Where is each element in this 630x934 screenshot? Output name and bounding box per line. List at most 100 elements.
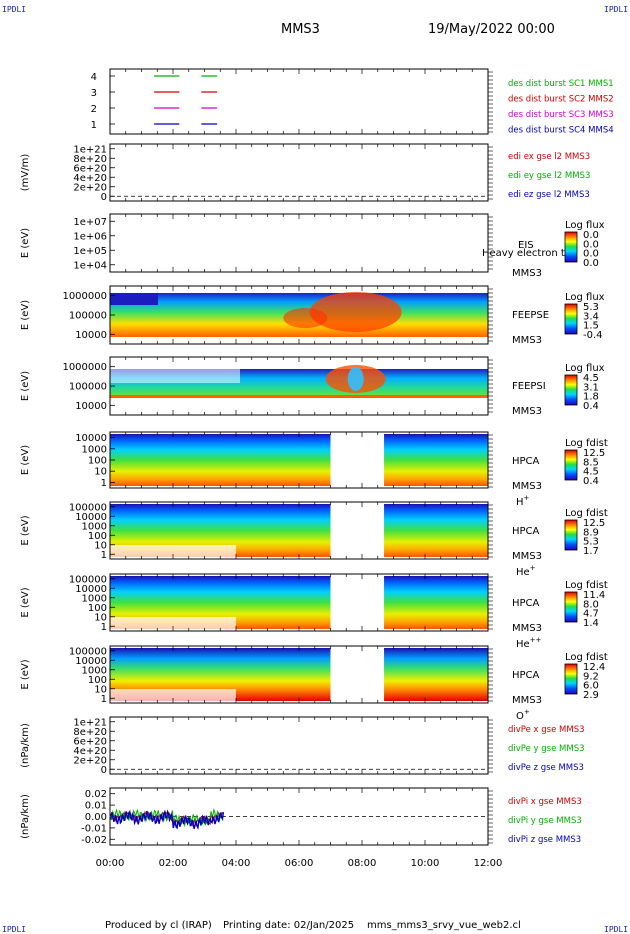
divpe-ytick-label: 0 <box>101 765 107 776</box>
divpe-frame <box>109 716 489 775</box>
hpca_hepp-ylabel: E (eV) <box>20 587 31 617</box>
divpi-z-series <box>109 809 225 831</box>
feepsi-sparse-region <box>110 363 240 383</box>
divpe-ytick-label: 2e+20 <box>73 755 107 766</box>
hpca_o-species-label: O+ <box>516 708 530 722</box>
hpca_hepp-species-label: He++ <box>516 636 542 650</box>
feepse-colorbar-tick: 1.5 <box>583 321 599 332</box>
feepsi-colorbar-tick: 3.1 <box>583 382 599 393</box>
hpca_he-colorbar-tick: 1.7 <box>583 546 599 557</box>
burst-legend-4: des dist burst SC4 MMS4 <box>508 126 614 136</box>
footer-produced-by: Produced by cl (IRAP) <box>105 920 212 931</box>
hpca_h-ytick-label: 10 <box>94 467 107 478</box>
edi-legend-2: edi ey gse l2 MMS3 <box>508 171 590 181</box>
eis-instrument-label: EIS <box>518 240 534 251</box>
hpca_he-spectrogram-post-gap <box>384 504 488 557</box>
divpi-ytick-label: 0.00 <box>85 812 107 823</box>
hpca_o-colorbar-tick: 12.4 <box>583 662 605 673</box>
divpe-ytick-label: 4e+20 <box>73 746 107 757</box>
x-tick-label: 08:00 <box>348 858 377 869</box>
hpca_h-colorbar-tick: 8.5 <box>583 457 599 468</box>
hpca_hepp-colorbar-tick: 11.4 <box>583 590 605 601</box>
hpca_h-ytick-label: 1 <box>101 478 107 489</box>
eis-ytick-label: 1e+06 <box>73 231 107 242</box>
hpca_hepp-ytick-label: 10000 <box>75 584 107 595</box>
divpe-ytick-label: 6e+20 <box>73 736 107 747</box>
hpca_h-colorbar-tick: 12.5 <box>583 448 605 459</box>
hpca_he-ytick-label: 100000 <box>69 502 107 513</box>
burst-legend-2: des dist burst SC2 MMS2 <box>508 95 614 105</box>
burst-ytick-label: 1 <box>91 120 97 131</box>
eis-spacecraft-label: MMS3 <box>512 268 542 279</box>
eis-ytick-label: 1e+05 <box>73 246 107 257</box>
edi-frame <box>109 143 489 202</box>
hpca_hepp-instrument-label: HPCA <box>512 598 540 609</box>
corner-label-bottom-right: IPDLI <box>604 925 629 934</box>
hpca_he-spacecraft-label: MMS3 <box>512 551 542 562</box>
edi-ytick-label: 2e+20 <box>73 182 107 193</box>
divpi-ytick-label: -0.02 <box>81 835 107 846</box>
feepse-ytick-label: 100000 <box>69 311 107 322</box>
edi-ytick-label: 8e+20 <box>73 154 107 165</box>
divpe-ytick-label: 1e+21 <box>73 717 107 728</box>
feepse-low-flux-region <box>110 293 158 305</box>
hpca_o-ytick-label: 1000 <box>82 665 107 676</box>
divpi-ytick-label: -0.01 <box>81 823 107 834</box>
hpca_o-colorbar-tick: 6.0 <box>583 681 599 692</box>
hpca_hepp-colorbar-title: Log fdist <box>565 580 608 591</box>
hpca_hepp-ytick-label: 1000 <box>82 593 107 604</box>
hpca_he-instrument-label: HPCA <box>512 526 540 537</box>
burst-ytick-label: 2 <box>91 104 97 115</box>
feepsi-colorbar <box>564 374 578 406</box>
hpca_h-ytick-label: 100 <box>88 456 107 467</box>
hpca_he-ytick-label: 1 <box>101 550 107 561</box>
divpi-legend-2: divPi y gse MMS3 <box>508 816 582 826</box>
edi-ytick-label: 1e+21 <box>73 144 107 155</box>
divpi-legend-3: divPi z gse MMS3 <box>508 835 581 845</box>
feepse-colorbar-tick: -0.4 <box>583 330 603 341</box>
burst-legend-3: des dist burst SC3 MMS3 <box>508 110 614 120</box>
divpi-legend-1: divPi x gse MMS3 <box>508 797 582 807</box>
hpca_he-colorbar-tick: 12.5 <box>583 518 605 529</box>
hpca_hepp-spectrogram-post-gap <box>384 576 488 629</box>
feepsi-colorbar-title: Log flux <box>565 363 605 374</box>
feepsi-ytick-label: 100000 <box>69 382 107 393</box>
hpca_o-colorbar-tick: 2.9 <box>583 690 599 701</box>
hpca_hepp-colorbar <box>564 591 578 623</box>
divpe-legend-2: divPe y gse MMS3 <box>508 744 585 754</box>
hpca_he-species-label: He+ <box>516 564 536 578</box>
footer-printing-date: Printing date: 02/Jan/2025 <box>223 920 355 931</box>
hpca_o-colorbar-tick: 9.2 <box>583 671 599 682</box>
edi-ytick-label: 6e+20 <box>73 163 107 174</box>
divpe-legend-3: divPe z gse MMS3 <box>508 763 584 773</box>
x-tick-label: 06:00 <box>285 858 314 869</box>
burst-legend-1: des dist burst SC1 MMS1 <box>508 79 614 89</box>
eis-colorbar-tick: 0.0 <box>583 230 599 241</box>
hpca_he-colorbar <box>564 519 578 551</box>
divpe-ytick-label: 8e+20 <box>73 727 107 738</box>
feepse-colorbar <box>564 303 578 335</box>
edi-ytick-label: 0 <box>101 192 107 203</box>
feepsi-instrument-label: FEEPSI <box>512 381 546 392</box>
eis-colorbar <box>564 231 578 263</box>
hpca_h-colorbar-title: Log fdist <box>565 438 608 449</box>
hpca_o-ylabel: E (eV) <box>20 659 31 689</box>
edi-ylabel: (mV/m) <box>20 154 31 192</box>
x-tick-label: 04:00 <box>222 858 251 869</box>
feepsi-low-energy-band <box>110 395 488 398</box>
spacecraft-title: MMS3 <box>281 22 320 37</box>
hpca_o-ytick-label: 100 <box>88 675 107 686</box>
feepse-ytick-label: 1000000 <box>62 291 107 302</box>
x-tick-label: 10:00 <box>411 858 440 869</box>
feepse-colorbar-tick: 5.3 <box>583 302 599 313</box>
eis-colorbar-title: Log flux <box>565 220 605 231</box>
hpca_h-ytick-label: 1000 <box>82 444 107 455</box>
divpi-ytick-label: 0.01 <box>85 801 107 812</box>
hpca_hepp-spacecraft-label: MMS3 <box>512 623 542 634</box>
hpca_h-spectrogram-post-gap <box>384 434 488 486</box>
hpca_h-ytick-label: 10000 <box>75 433 107 444</box>
hpca_hepp-ytick-label: 10 <box>94 612 107 623</box>
eis-ytick-label: 1e+07 <box>73 217 107 228</box>
feepse-ylabel: E (eV) <box>20 300 31 330</box>
